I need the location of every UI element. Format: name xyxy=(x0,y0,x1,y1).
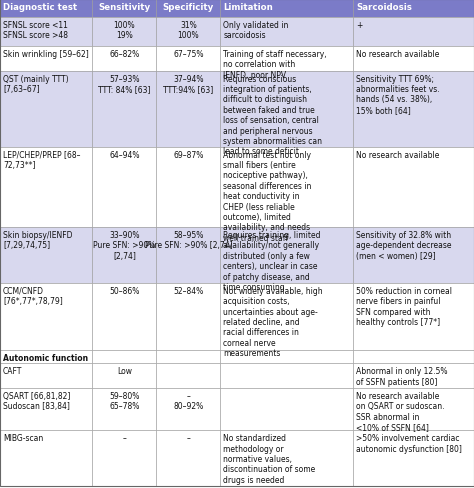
Bar xyxy=(220,71,353,147)
Text: No research available
on QSART or sudoscan.
SSR abnormal in
<10% of SSFN [64]: No research available on QSART or sudosc… xyxy=(356,391,445,431)
Text: Diagnostic test: Diagnostic test xyxy=(3,3,77,12)
Text: SFNSL score <11
SFNSL score >48: SFNSL score <11 SFNSL score >48 xyxy=(3,21,68,41)
Text: QSART [66,81,82]
Sudoscan [83,84]: QSART [66,81,82] Sudoscan [83,84] xyxy=(3,391,70,410)
Text: 64–94%: 64–94% xyxy=(109,150,140,159)
Text: Specificity: Specificity xyxy=(163,3,214,12)
Bar xyxy=(353,350,474,364)
Bar xyxy=(220,0,353,18)
Text: +: + xyxy=(356,21,363,30)
Bar xyxy=(92,388,156,430)
Bar xyxy=(0,71,92,147)
Text: No standardized
methodology or
normative values,
discontinuation of some
drugs i: No standardized methodology or normative… xyxy=(223,433,316,484)
Bar xyxy=(353,430,474,486)
Bar xyxy=(156,430,220,486)
Text: No research available: No research available xyxy=(356,150,439,159)
Text: >50% involvement cardiac
autonomic dysfunction [80]: >50% involvement cardiac autonomic dysfu… xyxy=(356,433,462,453)
Bar xyxy=(353,18,474,47)
Text: Skin biopsy/IENFD
[7,29,74,75]: Skin biopsy/IENFD [7,29,74,75] xyxy=(3,230,73,250)
Bar xyxy=(353,0,474,18)
Bar xyxy=(92,283,156,350)
Bar xyxy=(0,388,92,430)
Bar xyxy=(0,147,92,227)
Bar xyxy=(156,350,220,364)
Bar xyxy=(0,430,92,486)
Text: Requires training, limited
availability/not generally
distributed (only a few
ce: Requires training, limited availability/… xyxy=(223,230,321,291)
Text: 50–86%: 50–86% xyxy=(109,286,140,295)
Bar xyxy=(220,18,353,47)
Bar xyxy=(156,0,220,18)
Text: Sensitivity of 32.8% with
age-dependent decrease
(men < women) [29]: Sensitivity of 32.8% with age-dependent … xyxy=(356,230,452,260)
Bar xyxy=(156,147,220,227)
Text: Low: Low xyxy=(117,366,132,375)
Text: Abnormal test not only
small fibers (entire
nociceptive pathway),
seasonal diffe: Abnormal test not only small fibers (ent… xyxy=(223,150,312,242)
Bar xyxy=(353,227,474,283)
Bar xyxy=(0,18,92,47)
Bar xyxy=(220,283,353,350)
Bar xyxy=(0,227,92,283)
Text: Training of staff necessary,
no correlation with
IENFD, poor NPV: Training of staff necessary, no correlat… xyxy=(223,50,327,80)
Bar xyxy=(353,47,474,71)
Text: Limitation: Limitation xyxy=(223,3,273,12)
Text: 50% reduction in corneal
nerve fibers in painful
SFN compared with
healthy contr: 50% reduction in corneal nerve fibers in… xyxy=(356,286,452,326)
Bar xyxy=(156,71,220,147)
Bar xyxy=(92,350,156,364)
Bar xyxy=(92,430,156,486)
Bar xyxy=(156,364,220,388)
Text: 58–95%
Pure SFN: >90% [2,74]: 58–95% Pure SFN: >90% [2,74] xyxy=(145,230,232,250)
Text: 37–94%
TTT:94% [63]: 37–94% TTT:94% [63] xyxy=(163,75,214,94)
Bar xyxy=(353,71,474,147)
Text: Not widely available, high
acquisition costs,
uncertainties about age-
related d: Not widely available, high acquisition c… xyxy=(223,286,323,357)
Bar xyxy=(220,350,353,364)
Bar xyxy=(0,350,92,364)
Bar xyxy=(353,147,474,227)
Text: QST (mainly TTT)
[7,63–67]: QST (mainly TTT) [7,63–67] xyxy=(3,75,69,94)
Text: MIBG-scan: MIBG-scan xyxy=(3,433,43,442)
Text: 59–80%
65–78%: 59–80% 65–78% xyxy=(109,391,140,410)
Bar xyxy=(156,227,220,283)
Text: Skin wrinkling [59–62]: Skin wrinkling [59–62] xyxy=(3,50,89,59)
Bar xyxy=(92,147,156,227)
Bar xyxy=(92,227,156,283)
Text: –: – xyxy=(186,433,191,442)
Bar xyxy=(353,283,474,350)
Text: Sensitivity: Sensitivity xyxy=(99,3,150,12)
Bar xyxy=(156,18,220,47)
Text: Requires conscious
integration of patients,
difficult to distinguish
between fak: Requires conscious integration of patien… xyxy=(223,75,322,156)
Text: –
80–92%: – 80–92% xyxy=(173,391,203,410)
Text: 100%
19%: 100% 19% xyxy=(114,21,135,41)
Text: 52–84%: 52–84% xyxy=(173,286,203,295)
Bar xyxy=(92,0,156,18)
Text: CCM/CNFD
[76*,77*,78,79]: CCM/CNFD [76*,77*,78,79] xyxy=(3,286,63,305)
Bar xyxy=(353,388,474,430)
Bar xyxy=(0,0,92,18)
Bar xyxy=(92,71,156,147)
Text: Only validated in
sarcoidosis: Only validated in sarcoidosis xyxy=(223,21,289,41)
Bar xyxy=(156,283,220,350)
Bar xyxy=(92,18,156,47)
Bar xyxy=(353,364,474,388)
Text: No research available: No research available xyxy=(356,50,439,59)
Bar xyxy=(220,227,353,283)
Bar xyxy=(220,364,353,388)
Bar xyxy=(92,364,156,388)
Text: 33–90%
Pure SFN: >90%
[2,74]: 33–90% Pure SFN: >90% [2,74] xyxy=(93,230,155,260)
Text: 66–82%: 66–82% xyxy=(109,50,139,59)
Text: –: – xyxy=(122,433,127,442)
Text: LEP/CHEP/PREP [68–
72,73**]: LEP/CHEP/PREP [68– 72,73**] xyxy=(3,150,81,170)
Bar xyxy=(220,147,353,227)
Text: Abnormal in only 12.5%
of SSFN patients [80]: Abnormal in only 12.5% of SSFN patients … xyxy=(356,366,447,386)
Bar xyxy=(156,47,220,71)
Bar xyxy=(92,47,156,71)
Bar xyxy=(220,430,353,486)
Bar xyxy=(0,283,92,350)
Text: Sarcoidosis: Sarcoidosis xyxy=(356,3,412,12)
Bar xyxy=(220,388,353,430)
Bar xyxy=(0,364,92,388)
Text: 67–75%: 67–75% xyxy=(173,50,204,59)
Bar xyxy=(156,388,220,430)
Text: Autonomic function: Autonomic function xyxy=(3,353,88,362)
Text: 69–87%: 69–87% xyxy=(173,150,204,159)
Text: Sensitivity TTT 69%;
abnormalities feet vs.
hands (54 vs. 38%),
15% both [64]: Sensitivity TTT 69%; abnormalities feet … xyxy=(356,75,440,115)
Bar xyxy=(0,47,92,71)
Text: 31%
100%: 31% 100% xyxy=(178,21,199,41)
